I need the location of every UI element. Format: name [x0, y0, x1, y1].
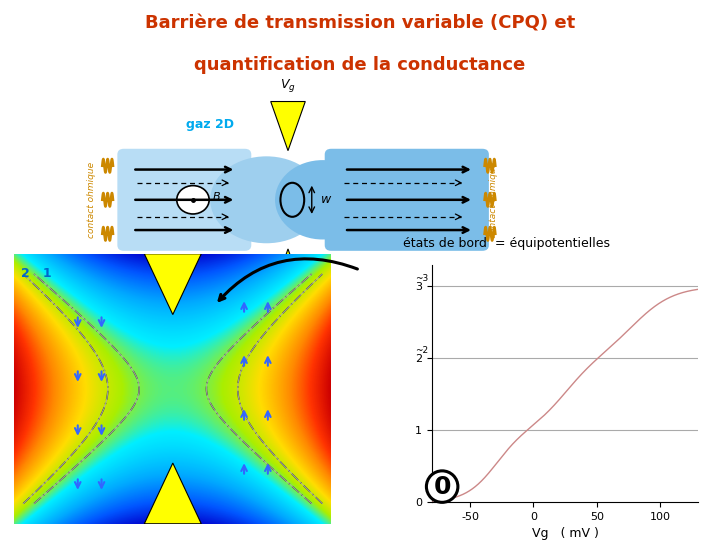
Text: états de bord  = équipotentielles: états de bord = équipotentielles — [403, 237, 611, 249]
Text: contact ohmique: contact ohmique — [489, 162, 498, 238]
FancyBboxPatch shape — [325, 149, 489, 251]
Text: gaz 2D: gaz 2D — [186, 118, 234, 131]
Text: $w$: $w$ — [320, 193, 333, 206]
Text: $V_g$: $V_g$ — [280, 308, 296, 325]
Ellipse shape — [275, 160, 370, 240]
Polygon shape — [271, 249, 305, 298]
Ellipse shape — [177, 186, 209, 214]
Text: ~2: ~2 — [415, 346, 428, 355]
Text: ~3: ~3 — [415, 274, 428, 282]
Text: $B$: $B$ — [212, 190, 221, 202]
Text: $V_g$: $V_g$ — [280, 77, 296, 94]
Polygon shape — [144, 254, 202, 314]
FancyBboxPatch shape — [117, 149, 251, 251]
Text: Barrière de transmission variable (CPQ) et: Barrière de transmission variable (CPQ) … — [145, 15, 575, 32]
Polygon shape — [271, 102, 305, 151]
Text: contact ohmique: contact ohmique — [87, 162, 96, 238]
Text: 0: 0 — [433, 475, 451, 498]
Polygon shape — [144, 463, 202, 524]
X-axis label: Vg   ( mV ): Vg ( mV ) — [532, 528, 598, 540]
Ellipse shape — [210, 157, 323, 243]
Text: 2   1: 2 1 — [21, 267, 51, 280]
Text: quantification de la conductance: quantification de la conductance — [194, 56, 526, 74]
